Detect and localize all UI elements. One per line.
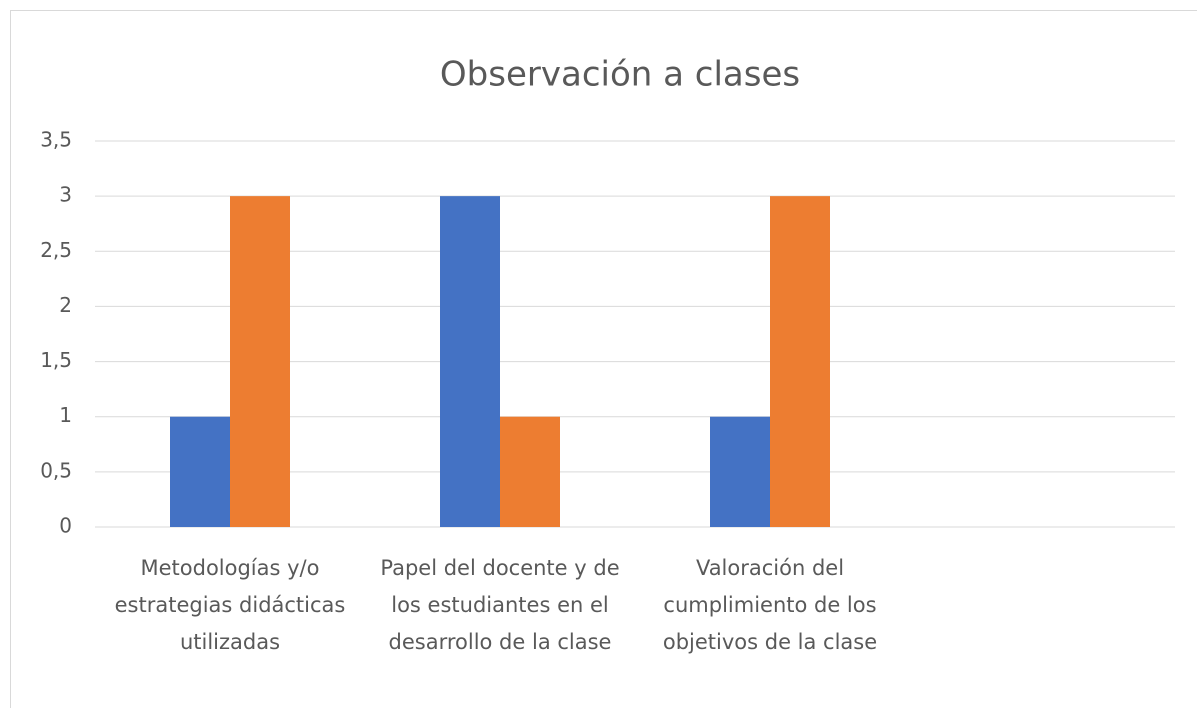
bar bbox=[440, 196, 500, 527]
bar bbox=[710, 416, 770, 527]
chart-title: Observación a clases bbox=[440, 55, 800, 95]
x-tick-label: Metodologías y/o estrategias didácticas … bbox=[114, 556, 346, 654]
y-tick-label: 2,5 bbox=[40, 238, 72, 262]
x-tick-label: Papel del docente y de los estudiantes e… bbox=[380, 556, 620, 654]
y-tick-label: 0,5 bbox=[40, 458, 72, 482]
y-tick-label: 1,5 bbox=[40, 348, 72, 372]
y-tick-label: 1 bbox=[59, 403, 72, 427]
bar bbox=[500, 416, 560, 527]
chart-border bbox=[10, 10, 1197, 708]
y-tick-label: 0 bbox=[59, 514, 72, 538]
bar bbox=[230, 196, 290, 527]
x-tick-label: Valoración del cumplimiento de los objet… bbox=[662, 556, 878, 654]
y-tick-label: 3 bbox=[59, 183, 72, 207]
bar bbox=[170, 416, 230, 527]
bar bbox=[770, 196, 830, 527]
y-tick-label: 3,5 bbox=[40, 128, 72, 152]
y-tick-label: 2 bbox=[59, 293, 72, 317]
